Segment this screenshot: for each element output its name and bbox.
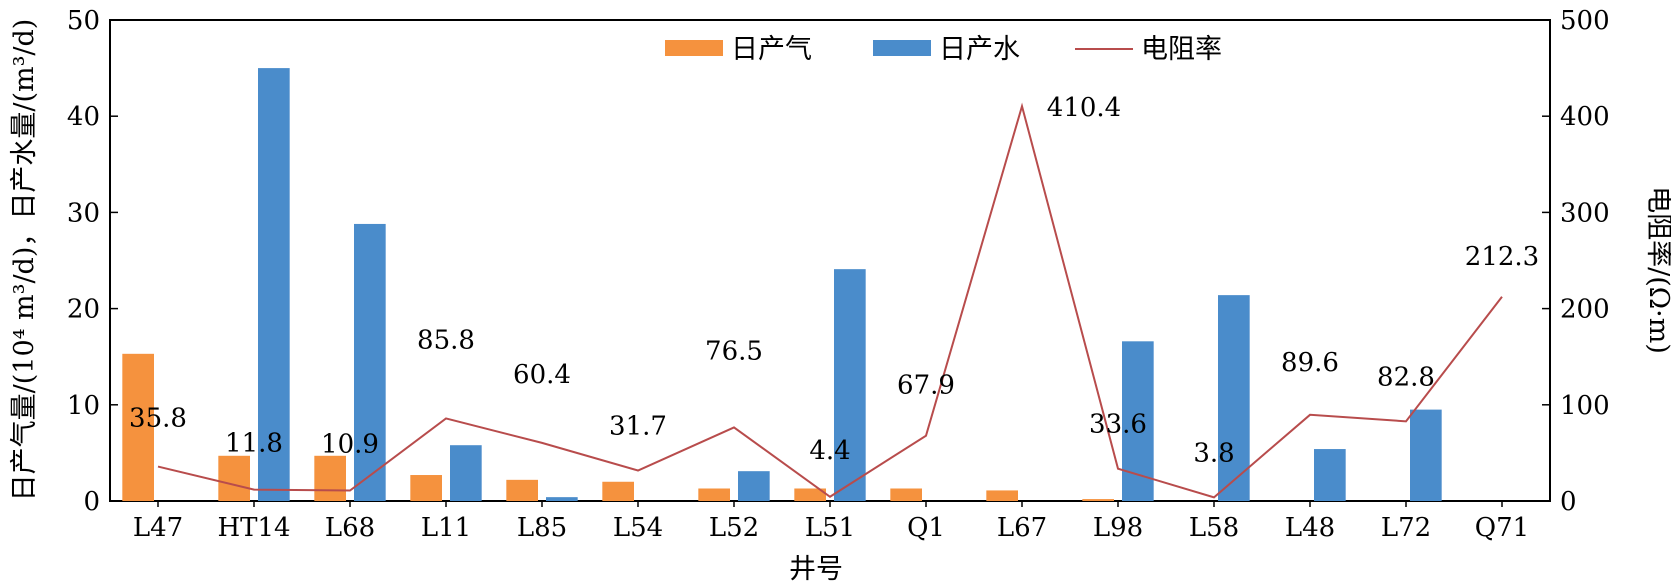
resistivity-data-label: 89.6 — [1281, 348, 1339, 378]
x-tick-label: L58 — [1189, 513, 1239, 543]
gas-bar — [122, 353, 154, 501]
water-bar — [834, 269, 866, 501]
y-right-tick-label: 300 — [1560, 198, 1610, 228]
resistivity-data-label: 410.4 — [1047, 93, 1121, 123]
x-tick-label: L67 — [997, 513, 1047, 543]
resistivity-data-label: 76.5 — [705, 336, 763, 366]
resistivity-data-label: 4.4 — [809, 436, 850, 466]
water-bar — [450, 445, 482, 501]
legend-label-resistivity: 电阻率 — [1141, 34, 1222, 65]
legend-label-gas: 日产气 — [731, 34, 812, 65]
water-bar — [1314, 449, 1346, 501]
water-bar — [258, 68, 290, 501]
resistivity-data-label: 33.6 — [1089, 410, 1147, 440]
ticks-layer: L47 HT14 L68 L11 L85 L54 L52 L51 Q1 L67 L98 L58 L48 L… — [67, 6, 1610, 543]
x-tick-label: Q1 — [907, 513, 945, 543]
y-left-tick-label: 0 — [83, 487, 100, 517]
x-tick-label: L98 — [1093, 513, 1143, 543]
water-bar — [738, 471, 770, 501]
x-tick-label: L11 — [421, 513, 471, 543]
bars-layer — [122, 68, 1442, 501]
gas-bar — [602, 481, 634, 501]
resistivity-data-label: 85.8 — [417, 325, 475, 355]
x-tick-label: L68 — [325, 513, 375, 543]
gas-bar — [794, 488, 826, 501]
legend-swatch-water — [873, 40, 931, 56]
gas-bar — [986, 490, 1018, 501]
x-tick-label: L52 — [709, 513, 759, 543]
y-right-tick-label: 100 — [1560, 391, 1610, 421]
gas-bar — [410, 475, 442, 501]
x-tick-label: Q71 — [1475, 513, 1529, 543]
resistivity-data-label: 67.9 — [897, 371, 955, 401]
legend: 日产气 日产水 电阻率 — [665, 34, 1222, 65]
legend-swatch-gas — [665, 40, 723, 56]
legend-label-water: 日产水 — [939, 34, 1020, 65]
y-right-tick-label: 0 — [1560, 487, 1577, 517]
resistivity-data-label: 3.8 — [1193, 438, 1234, 468]
gas-bar — [506, 479, 538, 501]
resistivity-data-label: 31.7 — [609, 412, 667, 442]
x-axis-title: 井号 — [789, 554, 843, 585]
y-axis-left-title: 日产气量/(10⁴ m³/d)，日产水量/(m³/d) — [9, 19, 40, 502]
y-right-tick-label: 400 — [1560, 102, 1610, 132]
resistivity-data-label: 35.8 — [129, 404, 187, 434]
resistivity-data-label: 60.4 — [513, 360, 571, 390]
x-tick-label: L48 — [1285, 513, 1335, 543]
y-right-tick-label: 200 — [1560, 295, 1610, 325]
resistivity-line-layer — [157, 102, 1503, 499]
y-left-tick-label: 20 — [67, 295, 100, 325]
x-tick-label: L51 — [805, 513, 855, 543]
water-bar — [546, 497, 578, 501]
y-left-tick-label: 10 — [67, 391, 100, 421]
x-tick-label: L72 — [1381, 513, 1431, 543]
y-axis-right-title: 电阻率/(Ω·m) — [1643, 186, 1671, 354]
gas-bar — [698, 488, 730, 501]
water-bar — [354, 223, 386, 501]
x-tick-label: HT14 — [217, 513, 290, 543]
gas-bar — [890, 488, 922, 501]
y-right-tick-label: 500 — [1560, 6, 1610, 36]
x-tick-label: L47 — [133, 513, 183, 543]
y-left-tick-label: 50 — [67, 6, 100, 36]
resistivity-line — [157, 102, 1503, 499]
y-left-tick-label: 30 — [67, 198, 100, 228]
x-tick-label: L54 — [613, 513, 663, 543]
resistivity-data-label: 82.8 — [1377, 362, 1435, 392]
data-labels-layer: 35.8 11.8 10.9 85.8 60.4 31.7 76.5 4.4 67.9 410.4… — [129, 93, 1539, 468]
x-tick-label: L85 — [517, 513, 567, 543]
y-left-tick-label: 40 — [67, 102, 100, 132]
resistivity-data-label: 11.8 — [225, 429, 283, 459]
water-bar — [1410, 409, 1442, 501]
water-bar — [1218, 295, 1250, 501]
resistivity-data-label: 212.3 — [1465, 242, 1539, 272]
gas-bar — [314, 455, 346, 501]
gas-bar — [218, 455, 250, 501]
resistivity-data-label: 10.9 — [321, 430, 379, 460]
gas-bar — [1082, 499, 1114, 501]
